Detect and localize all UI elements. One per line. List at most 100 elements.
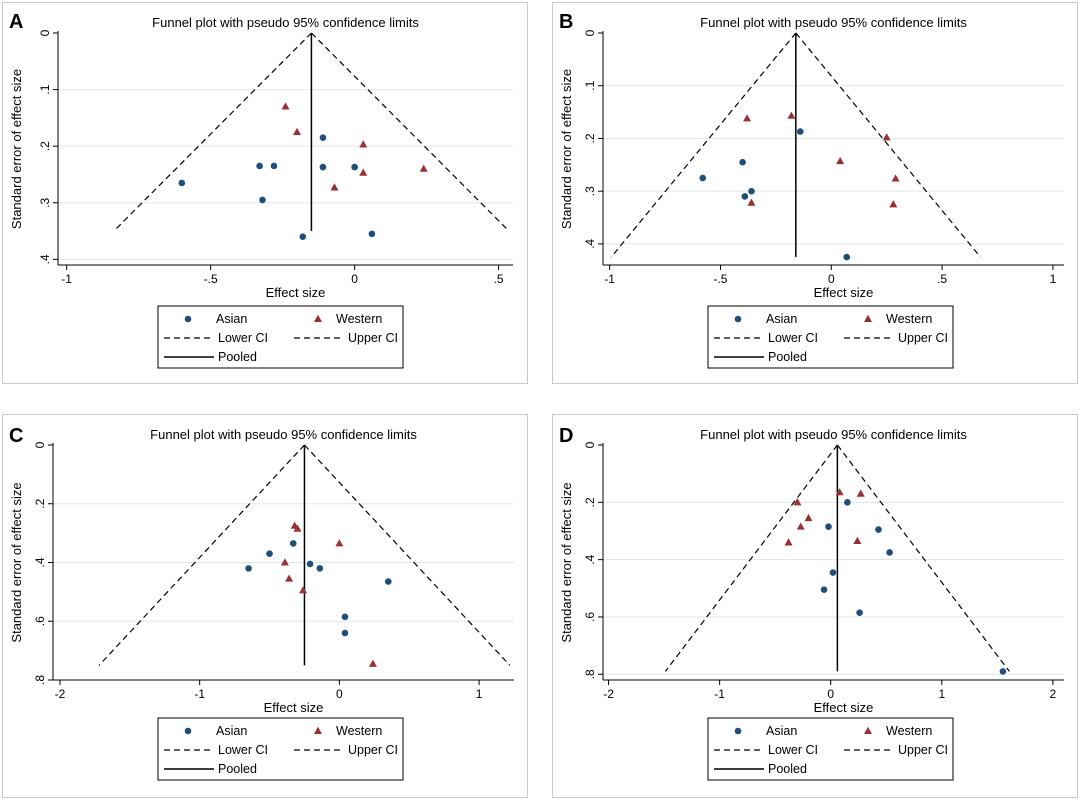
x-tick-label-d-1: -1 bbox=[714, 687, 725, 701]
y-tick-label-d-3: .6 bbox=[583, 612, 597, 622]
western-point-c-1 bbox=[293, 524, 302, 532]
asian-point-c-0 bbox=[245, 565, 252, 572]
legend-upper-label-d: Upper CI bbox=[898, 743, 948, 757]
y-tick-label-c-0: 0 bbox=[33, 441, 47, 448]
western-point-c-2 bbox=[280, 558, 289, 566]
asian-point-c-5 bbox=[384, 578, 392, 585]
legend-upper-label-a: Upper CI bbox=[348, 331, 398, 345]
x-tick-label-b-0: -1 bbox=[604, 272, 615, 286]
legend-lower-label-b: Lower CI bbox=[768, 331, 818, 345]
legend-asian-label-c: Asian bbox=[216, 724, 247, 738]
chart-title-c: Funnel plot with pseudo 95% confidence l… bbox=[150, 427, 417, 442]
asian-point-d-5 bbox=[820, 586, 828, 594]
western-point-d-0 bbox=[793, 498, 802, 506]
funnel-plot-b: Funnel plot with pseudo 95% confidence l… bbox=[559, 15, 1064, 369]
asian-point-b-5 bbox=[843, 253, 851, 261]
y-tick-label-c-1: .2 bbox=[33, 498, 47, 508]
legend-box-a bbox=[157, 305, 404, 369]
x-tick-label-d-4: 2 bbox=[1050, 687, 1057, 701]
western-point-b-5 bbox=[891, 174, 900, 182]
chart-title-d: Funnel plot with pseudo 95% confidence l… bbox=[700, 427, 967, 442]
panel-letter-b: B bbox=[559, 11, 574, 33]
western-point-c-3 bbox=[285, 574, 294, 582]
western-point-a-1 bbox=[293, 127, 302, 136]
western-point-a-0 bbox=[281, 102, 290, 110]
y-tick-label-a-1: .1 bbox=[38, 84, 52, 94]
legend-pooled-label-b: Pooled bbox=[768, 350, 807, 364]
asian-point-b-1 bbox=[739, 158, 746, 166]
legend-western-marker-b bbox=[864, 314, 872, 322]
asian-point-c-3 bbox=[306, 560, 314, 568]
asian-point-a-8 bbox=[368, 230, 376, 238]
x-axis-title-d: Effect size bbox=[814, 700, 874, 715]
legend-asian-label-d: Asian bbox=[766, 724, 797, 738]
western-point-d-4 bbox=[835, 488, 844, 496]
x-axis-title-b: Effect size bbox=[814, 285, 874, 300]
funnel-plot-d: Funnel plot with pseudo 95% confidence l… bbox=[559, 427, 1064, 781]
western-point-d-5 bbox=[856, 489, 865, 497]
legend-western-marker-a bbox=[314, 314, 322, 322]
x-tick-label-d-2: 0 bbox=[827, 687, 834, 701]
panel-letter-c: C bbox=[9, 425, 24, 447]
asian-point-d-6 bbox=[856, 609, 863, 616]
asian-point-a-3 bbox=[259, 196, 266, 204]
asian-point-c-6 bbox=[341, 613, 349, 621]
legend-asian-marker-b bbox=[734, 315, 742, 323]
x-tick-label-c-0: -2 bbox=[55, 687, 66, 701]
x-tick-label-b-1: -.5 bbox=[713, 272, 727, 286]
western-point-d-2 bbox=[796, 522, 805, 530]
chart-title-b: Funnel plot with pseudo 95% confidence l… bbox=[700, 15, 967, 30]
y-tick-label-b-4: .4 bbox=[583, 239, 597, 249]
legend-lower-label-d: Lower CI bbox=[768, 743, 818, 757]
western-point-c-5 bbox=[335, 539, 344, 547]
x-tick-label-a-1: -.5 bbox=[204, 272, 218, 286]
western-point-b-3 bbox=[836, 156, 845, 165]
asian-point-d-3 bbox=[886, 549, 893, 556]
y-axis-title-d: Standard error of effect size bbox=[559, 482, 574, 642]
asian-point-c-2 bbox=[289, 540, 297, 547]
western-point-b-0 bbox=[743, 114, 752, 122]
x-tick-label-a-0: -1 bbox=[61, 272, 72, 286]
funnel-plot-c: Funnel plot with pseudo 95% confidence l… bbox=[9, 427, 514, 781]
legend-western-marker-d bbox=[864, 726, 872, 734]
western-point-a-3 bbox=[359, 168, 368, 176]
asian-point-a-4 bbox=[319, 134, 327, 141]
panel-letter-a: A bbox=[9, 11, 24, 33]
legend-upper-label-b: Upper CI bbox=[898, 331, 948, 345]
y-tick-label-d-1: .2 bbox=[583, 497, 597, 507]
asian-point-d-4 bbox=[829, 569, 837, 576]
western-point-a-4 bbox=[330, 183, 339, 191]
legend-pooled-label-d: Pooled bbox=[768, 762, 807, 776]
western-point-b-2 bbox=[747, 198, 756, 206]
y-tick-label-c-2: .4 bbox=[33, 557, 47, 567]
legend-western-label-b: Western bbox=[886, 312, 932, 326]
chart-title-a: Funnel plot with pseudo 95% confidence l… bbox=[152, 15, 419, 30]
panel-letter-d: D bbox=[559, 425, 574, 447]
legend-pooled-label-c: Pooled bbox=[218, 762, 257, 776]
x-axis-title-c: Effect size bbox=[264, 700, 324, 715]
y-axis-title-a: Standard error of effect size bbox=[9, 69, 24, 229]
asian-point-a-7 bbox=[299, 233, 307, 241]
western-point-b-4 bbox=[882, 133, 891, 141]
y-tick-label-b-0: 0 bbox=[583, 29, 597, 36]
x-tick-label-b-4: 1 bbox=[1050, 272, 1057, 286]
y-tick-label-d-2: .4 bbox=[583, 554, 597, 564]
western-point-d-6 bbox=[853, 536, 862, 545]
x-tick-label-a-2: 0 bbox=[351, 272, 358, 286]
lower-ci-line-a bbox=[113, 32, 312, 232]
upper-ci-line-a bbox=[310, 32, 510, 232]
x-tick-label-c-3: 1 bbox=[476, 687, 483, 701]
asian-point-d-0 bbox=[844, 499, 851, 506]
asian-point-a-2 bbox=[270, 162, 278, 170]
y-axis-title-b: Standard error of effect size bbox=[559, 69, 574, 229]
western-point-c-6 bbox=[368, 659, 377, 667]
asian-point-c-1 bbox=[266, 550, 273, 557]
y-tick-label-a-3: .3 bbox=[38, 197, 52, 207]
legend-asian-marker-d bbox=[734, 727, 742, 735]
legend-pooled-label-a: Pooled bbox=[218, 350, 257, 364]
funnel-panel-a: A Funnel plot with pseudo 95% confidence… bbox=[2, 2, 528, 384]
x-tick-label-b-2: 0 bbox=[828, 272, 835, 286]
funnel-panel-d: D Funnel plot with pseudo 95% confidence… bbox=[552, 414, 1078, 798]
legend-lower-label-a: Lower CI bbox=[218, 331, 268, 345]
upper-ci-line-d bbox=[836, 444, 1010, 672]
